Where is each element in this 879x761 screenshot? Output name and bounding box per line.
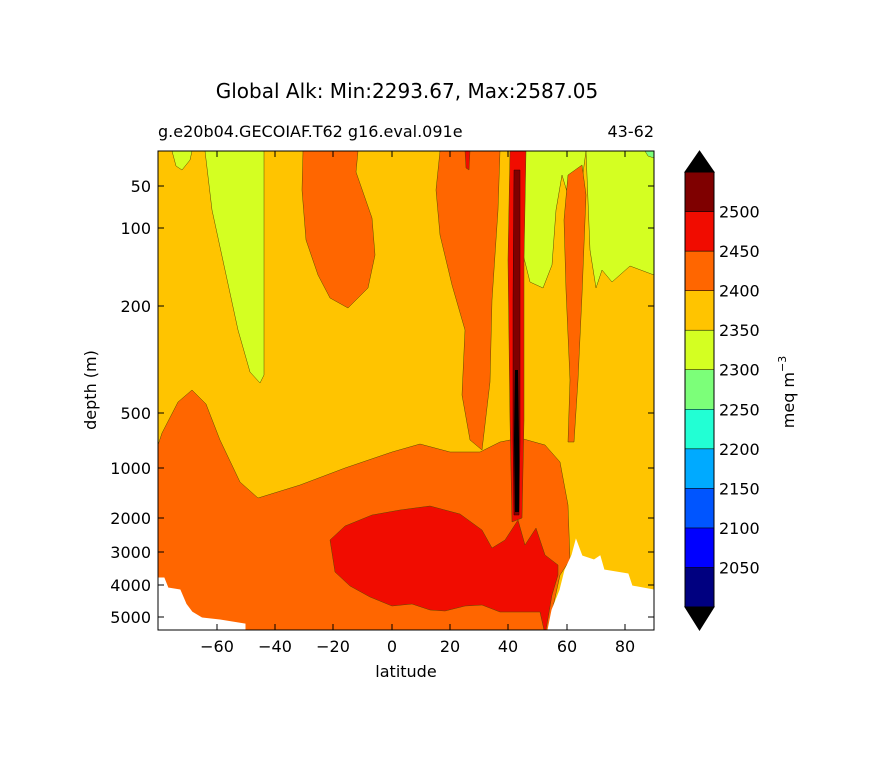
colorbar-tick-label: 2150: [719, 479, 760, 498]
y-tick-label: 1000: [110, 459, 151, 478]
contour-green-south-tongue: [204, 151, 265, 384]
y-tick-label: 200: [120, 297, 151, 316]
colorbar-tick-label: 2250: [719, 400, 760, 419]
x-tick-label: 40: [498, 637, 518, 656]
colorbar-tick-label: 2100: [719, 519, 760, 538]
land-mask-north: [547, 538, 654, 630]
land-mask-south: [158, 577, 246, 630]
x-tick-label: −60: [200, 637, 234, 656]
colorbar-band: [684, 488, 715, 529]
colorbar-tick-label: 2200: [719, 440, 760, 459]
colorbar-tick-label: 2400: [719, 282, 760, 301]
colorbar-band: [684, 329, 715, 370]
colorbar-frame: [684, 171, 715, 608]
y-axis-label: depth (m): [81, 350, 100, 430]
colorbar-band: [684, 250, 715, 291]
chart-subtitle-left: g.e20b04.GECOIAF.T62 g16.eval.091e: [158, 122, 463, 141]
chart-subtitle-right: 43-62: [608, 122, 655, 141]
contour-red-top-sliver: [464, 151, 471, 171]
y-tick-label: 100: [120, 219, 151, 238]
colorbar-band: [684, 369, 715, 410]
x-tick-label: 80: [615, 637, 635, 656]
contour-cyan-corner: [644, 151, 654, 159]
colorbar-extend-low: [684, 606, 715, 631]
chart-title: Global Alk: Min:2293.67, Max:2587.05: [216, 79, 599, 103]
y-tick-label: 3000: [110, 543, 151, 562]
colorbar-tick-label: 2500: [719, 203, 760, 222]
y-tick-label: 4000: [110, 576, 151, 595]
y-tick-label: 500: [120, 404, 151, 423]
y-tick-label: 50: [131, 177, 151, 196]
colorbar-tick-label: 2450: [719, 242, 760, 261]
contour-green-south-blob: [171, 151, 193, 171]
x-tick-label: 60: [557, 637, 577, 656]
colorbar-band: [684, 567, 715, 608]
colorbar-band: [684, 211, 715, 252]
x-tick-label: −40: [258, 637, 292, 656]
contour-black-core: [514, 370, 519, 512]
contour-orange-upper-middle: [301, 151, 376, 309]
colorbar-extend-high: [684, 150, 715, 173]
x-axis: −60 −40 −20 0 20 40 60 80 latitude: [200, 151, 635, 681]
y-tick-label: 2000: [110, 509, 151, 528]
colorbar-bands: [684, 171, 715, 608]
y-tick-label: 5000: [110, 608, 151, 627]
colorbar-tick-label: 2350: [719, 321, 760, 340]
contour-red-deep-basin: [329, 505, 559, 630]
colorbar-band: [684, 171, 715, 212]
colorbar-label-superscript: −3: [776, 356, 789, 372]
x-axis-label: latitude: [375, 662, 436, 681]
colorbar-tick-label: 2300: [719, 361, 760, 380]
plot-frame: [157, 150, 655, 631]
contour-field: [158, 151, 654, 630]
colorbar-label-main: meq m: [779, 372, 798, 428]
colorbar-band: [684, 409, 715, 450]
colorbar-tick-label: 2050: [719, 558, 760, 577]
colorbar-band: [684, 527, 715, 568]
contour-orange-north-column: [563, 164, 587, 443]
colorbar-band: [684, 290, 715, 331]
x-tick-label: 0: [387, 637, 397, 656]
x-tick-label: −20: [316, 637, 350, 656]
y-axis: 50 100 200 500 1000 2000 3000 4000 5000 …: [81, 177, 654, 627]
colorbar-band: [684, 448, 715, 489]
colorbar-label: meq m−3: [776, 356, 798, 428]
contour-orange-upper-north: [435, 151, 501, 451]
colorbar: 2050 2100 2150 2200 2250 2300 2350 2400 2450 2500…: [684, 150, 798, 631]
colorbar-ticks: 2050 2100 2150 2200 2250 2300 2350 2400 2450 2500: [719, 203, 760, 578]
x-tick-label: 20: [440, 637, 460, 656]
